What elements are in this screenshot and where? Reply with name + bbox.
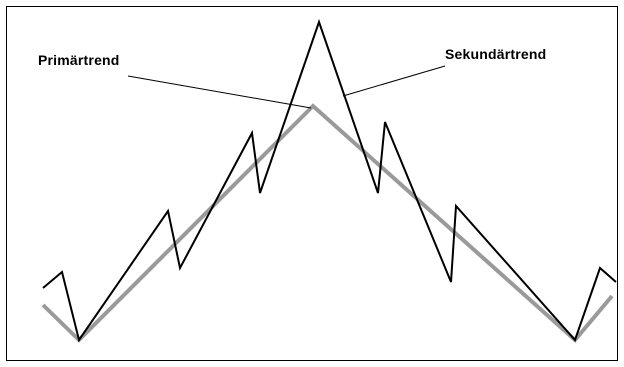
primary-trend-line xyxy=(41,103,614,343)
diagram-frame xyxy=(6,6,618,361)
secondary-trend-pointer xyxy=(342,65,446,97)
primary-trend-pointer xyxy=(127,75,312,109)
secondary-trend-line xyxy=(42,18,617,343)
secondary-trend-label: Sekundärtrend xyxy=(445,46,547,62)
primary-trend-label: Primärtrend xyxy=(38,52,120,68)
